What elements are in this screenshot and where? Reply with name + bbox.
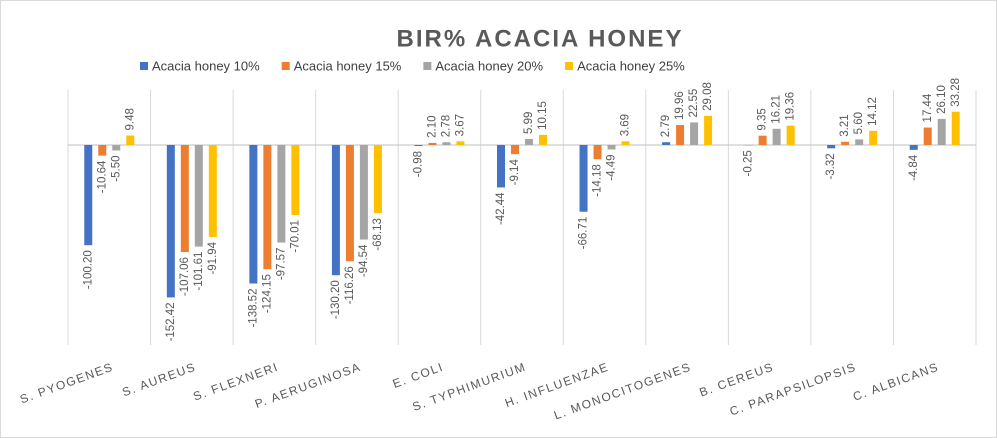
bar [827, 145, 836, 149]
data-label: 19.96 [674, 91, 686, 120]
data-label: 9.35 [757, 108, 769, 130]
data-label: -107.06 [179, 257, 191, 296]
data-label: -70.01 [289, 220, 301, 253]
data-label: -10.64 [96, 160, 108, 193]
data-label: 33.28 [950, 78, 962, 107]
legend-label: Acacia honey 25% [577, 58, 685, 73]
bar [373, 145, 382, 214]
bar [539, 134, 547, 145]
legend-label: Acacia honey 10% [152, 58, 260, 73]
data-label: -4.84 [908, 154, 920, 181]
data-label: -152.42 [165, 302, 177, 341]
data-label: 2.79 [660, 115, 672, 137]
data-label: -0.98 [412, 151, 424, 177]
bar [263, 145, 272, 270]
data-label: -94.54 [358, 244, 370, 277]
bar [497, 145, 505, 188]
data-label: -130.20 [330, 280, 342, 319]
bar [841, 141, 850, 145]
bar [676, 125, 685, 145]
data-label: 5.60 [853, 112, 865, 134]
bar [180, 145, 189, 253]
bar [607, 145, 616, 150]
data-label: -91.94 [207, 241, 219, 274]
data-label: -14.18 [592, 164, 604, 197]
data-label: 5.99 [523, 112, 535, 134]
data-label: 14.12 [867, 97, 879, 126]
bar [277, 145, 286, 243]
bar [98, 145, 107, 156]
data-label: -68.13 [372, 218, 384, 251]
data-label: 3.67 [454, 114, 466, 136]
data-label: -5.50 [110, 156, 122, 182]
data-label: 16.21 [771, 95, 783, 124]
data-label: -100.20 [82, 250, 94, 289]
legend-label: Acacia honey 20% [435, 58, 543, 73]
bar [525, 139, 533, 145]
bar [579, 145, 588, 212]
data-label: 9.48 [124, 108, 136, 130]
data-label: 2.10 [426, 116, 438, 138]
bar [786, 125, 795, 145]
bar [414, 145, 423, 146]
data-label: 3.21 [839, 114, 851, 136]
bar [194, 145, 203, 247]
data-label: 22.55 [688, 89, 700, 118]
bar [511, 145, 519, 155]
data-label: -42.44 [495, 192, 507, 225]
legend-label: Acacia honey 15% [294, 58, 402, 73]
data-label: 10.15 [537, 101, 549, 130]
bar [951, 111, 960, 145]
bar [166, 145, 175, 298]
data-label: -9.14 [509, 159, 521, 186]
bar [869, 130, 878, 145]
bar [126, 135, 135, 145]
legend-swatch [140, 62, 148, 70]
bar [359, 145, 368, 240]
legend-swatch [565, 62, 574, 70]
bar [249, 145, 258, 284]
bar [442, 142, 451, 145]
data-label: -3.32 [825, 153, 837, 179]
data-label: 3.69 [620, 114, 632, 136]
data-label: -138.52 [247, 289, 259, 328]
bar [855, 139, 864, 145]
chart-title: BIR% ACACIA HONEY [397, 25, 684, 52]
legend-swatch [281, 62, 290, 70]
bar [112, 145, 121, 151]
bar [621, 141, 630, 145]
bar [345, 145, 354, 262]
bar [456, 141, 465, 145]
bar [923, 127, 932, 145]
bar [909, 145, 918, 150]
bar [208, 145, 217, 237]
data-label: -97.57 [275, 248, 287, 281]
bar [758, 135, 767, 145]
bar [291, 145, 300, 216]
data-label: -116.26 [344, 266, 356, 304]
data-label: -101.61 [193, 252, 205, 291]
data-label: 29.08 [702, 82, 714, 111]
bar [593, 145, 602, 160]
data-label: 17.44 [922, 93, 934, 122]
legend-swatch [423, 62, 432, 70]
bar [331, 145, 340, 276]
data-label: -4.49 [606, 154, 618, 180]
bar [704, 115, 713, 145]
data-label: 26.10 [936, 85, 948, 114]
data-label: -66.71 [578, 217, 590, 250]
bar [84, 145, 93, 246]
bar [690, 122, 699, 145]
bar [662, 142, 671, 145]
data-label: -0.25 [743, 150, 755, 176]
bar [428, 142, 437, 145]
data-label: -124.15 [261, 274, 273, 313]
bar [937, 118, 946, 145]
data-label: 2.78 [440, 115, 452, 137]
bar [772, 128, 781, 145]
data-label: 19.36 [785, 92, 797, 121]
